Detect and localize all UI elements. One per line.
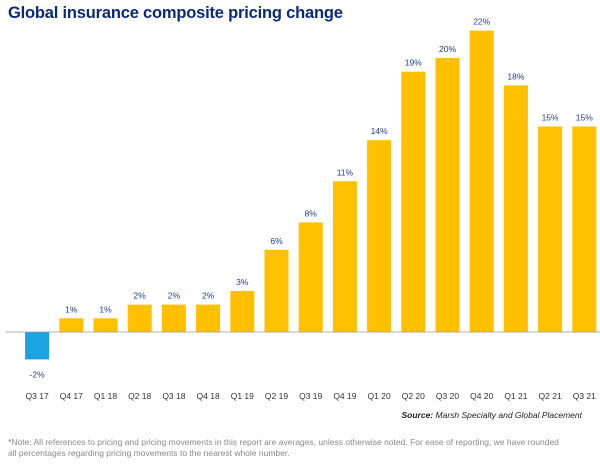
x-tick-label: Q4 20: [470, 391, 493, 401]
bar-q4-20: [469, 30, 494, 332]
bar-q4-19: [332, 181, 357, 332]
data-label: 19%: [405, 58, 422, 68]
x-tick-label: Q4 19: [333, 391, 356, 401]
data-label: 2%: [168, 291, 181, 301]
x-tick-label: Q1 21: [504, 391, 527, 401]
bar-q3-18: [161, 304, 186, 332]
x-tick-label: Q3 20: [436, 391, 459, 401]
data-label: -2%: [30, 369, 46, 379]
data-label: 2%: [134, 291, 147, 301]
data-label: 18%: [507, 71, 524, 81]
x-tick-label: Q3 18: [162, 391, 185, 401]
data-label: 8%: [305, 208, 318, 218]
bar-q1-18: [93, 318, 118, 332]
data-label: 6%: [270, 236, 283, 246]
bar-q1-21: [503, 85, 528, 333]
x-tick-label: Q1 18: [94, 391, 117, 401]
bar-q2-20: [401, 71, 426, 332]
bar-q2-18: [127, 304, 152, 332]
bar-q4-17: [59, 318, 84, 332]
data-label: 1%: [99, 304, 112, 314]
bar-q2-21: [538, 126, 563, 332]
chart-title: Global insurance composite pricing chang…: [8, 4, 343, 22]
source-text: Marsh Specialty and Global Placement: [435, 410, 582, 420]
source-note: Source: Marsh Specialty and Global Place…: [402, 410, 583, 420]
data-label: 11%: [337, 167, 354, 177]
x-tick-label: Q2 19: [265, 391, 288, 401]
bar-chart: -2% Q3 17 1% Q4 17 1% Q1 18 2% Q2 18 2% Q3 18 2% Q4…: [6, 17, 600, 401]
x-tick-label: Q1 20: [368, 391, 391, 401]
data-label: 14%: [371, 126, 388, 136]
data-label: 15%: [576, 113, 593, 123]
x-tick-label: Q2 21: [539, 391, 562, 401]
data-label: 2%: [202, 291, 215, 301]
data-label: 1%: [65, 304, 78, 314]
bar-q3-19: [298, 222, 323, 332]
x-tick-label: Q3 19: [299, 391, 322, 401]
bar-q3-21: [572, 126, 597, 332]
x-tick-label: Q4 17: [60, 391, 83, 401]
data-label: 20%: [439, 44, 456, 54]
x-tick-label: Q4 18: [197, 391, 220, 401]
x-tick-label: Q2 18: [128, 391, 151, 401]
source-label: Source:: [401, 410, 434, 420]
data-label: 15%: [542, 113, 559, 123]
data-label: 22%: [473, 17, 490, 27]
x-tick-label: Q3 21: [573, 391, 596, 401]
data-label: 3%: [236, 277, 249, 287]
footnote: *Note: All references to pricing and pri…: [8, 437, 559, 458]
bar-q2-19: [264, 249, 289, 332]
bar-q1-20: [367, 140, 392, 332]
x-tick-label: Q2 20: [402, 391, 425, 401]
bar-q1-19: [230, 290, 255, 332]
bar-q3-20: [435, 58, 460, 332]
bar-q3-17: [25, 332, 50, 360]
x-tick-label: Q3 17: [26, 391, 49, 401]
x-tick-label: Q1 19: [231, 391, 254, 401]
bar-q4-18: [196, 304, 221, 332]
